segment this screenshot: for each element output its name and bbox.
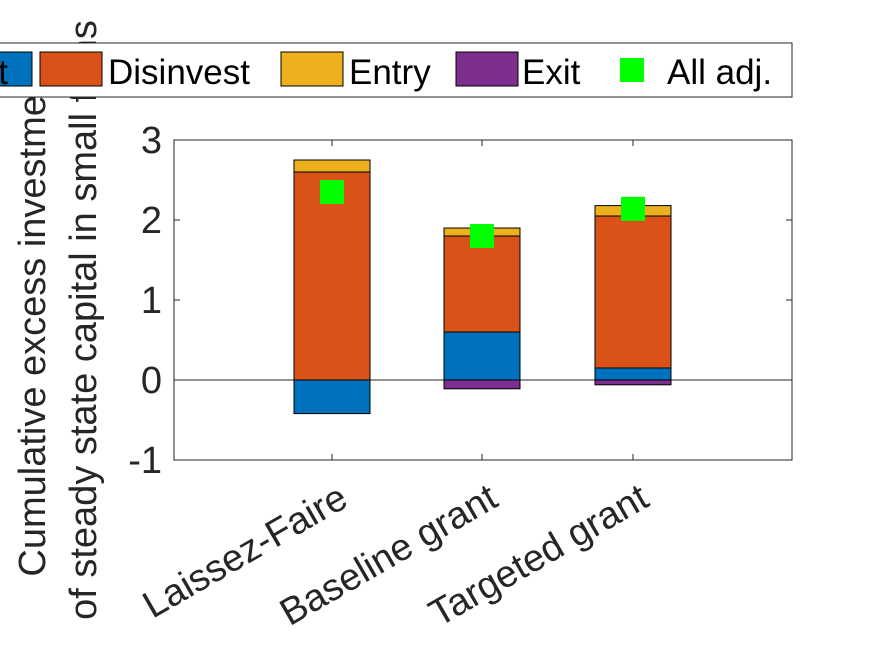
y-tick-label: 0 [141,360,162,402]
legend-swatch [39,51,103,87]
y-tick-label: 1 [141,280,162,322]
y-tick-label: 2 [141,200,162,242]
legend-box [0,42,793,98]
legend-label: All adj. [667,53,772,92]
bar-segment [594,215,672,369]
legend-swatch [620,58,644,82]
bar-segment [594,367,672,381]
bar-segment [443,331,521,381]
legend-label: Exit [522,53,581,92]
legend-swatch [280,51,344,87]
bar-segment [443,235,521,333]
bar-segment [293,379,371,415]
legend-label: Invest [0,53,8,92]
y-axis-label-line: Cumulative excess investment [12,63,54,577]
y-axis-label: Cumulative excess investment of steady st… [12,20,105,620]
legend: Invest Disinvest Entry Exit All adj. [0,42,793,98]
y-tick-label: -1 [128,440,162,482]
bars [293,159,672,415]
y-axis-label-line: of steady state capital in small firms [63,20,105,620]
legend-swatch [455,51,519,87]
legend-swatch [0,51,33,87]
y-tick-label: 3 [141,120,162,162]
legend-label: Entry [349,53,431,92]
legend-label: Disinvest [108,53,250,92]
all-adj-markers [320,180,645,248]
marker-point [621,196,645,221]
bar-segment [443,379,521,390]
marker-point [470,224,494,248]
bar-segment [293,171,371,381]
marker-point [320,180,344,204]
bar-segment [293,159,371,173]
bar-segment [594,379,672,386]
